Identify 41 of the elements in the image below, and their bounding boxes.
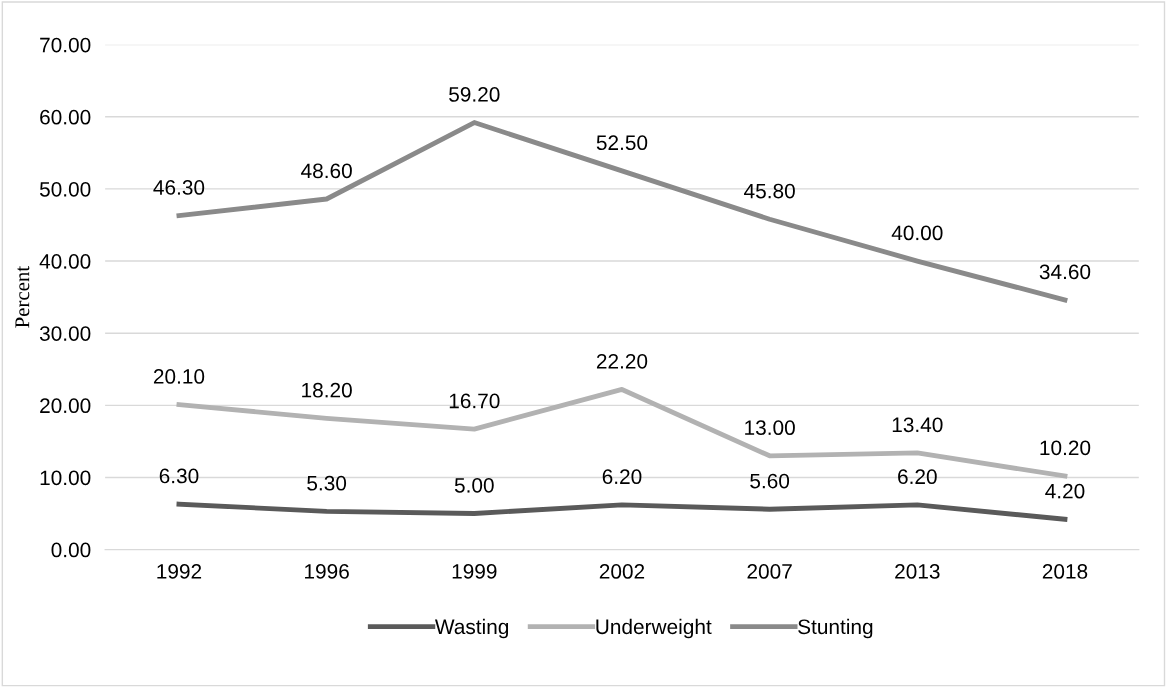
data-label: 20.10 <box>153 369 205 384</box>
data-label: 40.00 <box>891 225 943 241</box>
x-tick-label: 2018 <box>1042 564 1088 579</box>
data-label: 59.20 <box>449 87 500 102</box>
legend-label: Wasting <box>434 618 509 639</box>
data-label: 22.20 <box>596 353 648 369</box>
y-tick-label: 10.00 <box>40 470 91 486</box>
y-tick-label: 20.00 <box>40 398 91 414</box>
data-label: 5.60 <box>750 473 790 489</box>
y-tick-label: 60.00 <box>40 109 91 125</box>
y-tick-label: 50.00 <box>39 181 91 197</box>
x-tick-label: 1992 <box>157 564 202 579</box>
data-label: 10.20 <box>1040 440 1091 456</box>
y-axis-title: Percent <box>15 266 30 328</box>
data-label: 52.50 <box>596 135 648 151</box>
data-label: 4.20 <box>1045 483 1085 499</box>
legend-label: Underweight <box>596 618 712 639</box>
x-tick-label: 2013 <box>895 564 940 579</box>
data-label: 13.40 <box>892 417 943 433</box>
data-label: 16.70 <box>449 393 500 409</box>
data-label: 6.30 <box>159 468 199 484</box>
data-label: 45.80 <box>744 183 795 199</box>
y-tick-label: 40.00 <box>39 254 91 269</box>
data-label: 46.30 <box>153 180 205 195</box>
data-label: 5.00 <box>454 478 494 493</box>
data-label: 6.20 <box>898 469 937 485</box>
data-label: 18.20 <box>302 382 352 398</box>
x-tick-label: 2007 <box>747 564 792 579</box>
legend-label: Stunting <box>798 618 873 639</box>
y-tick-label: 30.00 <box>39 326 91 341</box>
data-label: 34.60 <box>1039 264 1091 280</box>
x-tick-label: 1999 <box>452 564 497 579</box>
data-label: 48.60 <box>301 163 352 179</box>
x-tick-label: 1996 <box>305 564 349 579</box>
line-series <box>176 501 1068 522</box>
data-label: 13.00 <box>745 420 795 436</box>
y-tick-label: 70.00 <box>40 37 91 53</box>
y-tick-label: 0.00 <box>51 542 91 558</box>
x-tick-label: 2002 <box>599 564 645 579</box>
data-label: 5.30 <box>307 475 347 491</box>
data-label: 6.20 <box>602 469 642 485</box>
